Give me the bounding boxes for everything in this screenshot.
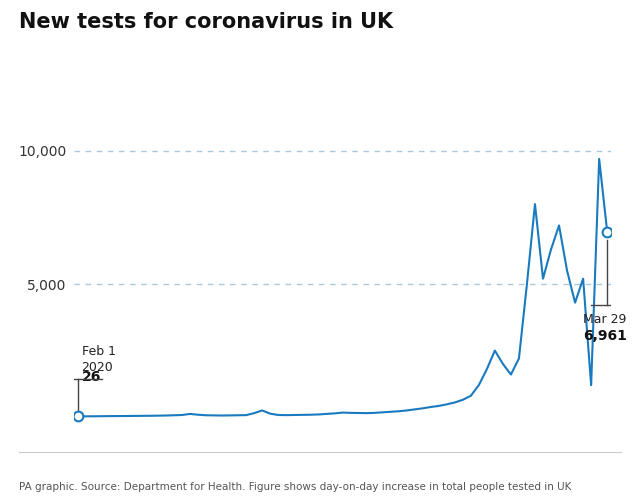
- Text: New tests for coronavirus in UK: New tests for coronavirus in UK: [19, 12, 394, 32]
- Text: 26: 26: [82, 370, 101, 385]
- Text: Feb 1
2020: Feb 1 2020: [82, 345, 116, 374]
- Text: 6,961: 6,961: [583, 329, 627, 343]
- Text: Mar 29: Mar 29: [583, 313, 627, 327]
- Text: PA graphic. Source: Department for Health. Figure shows day-on-day increase in t: PA graphic. Source: Department for Healt…: [19, 482, 572, 492]
